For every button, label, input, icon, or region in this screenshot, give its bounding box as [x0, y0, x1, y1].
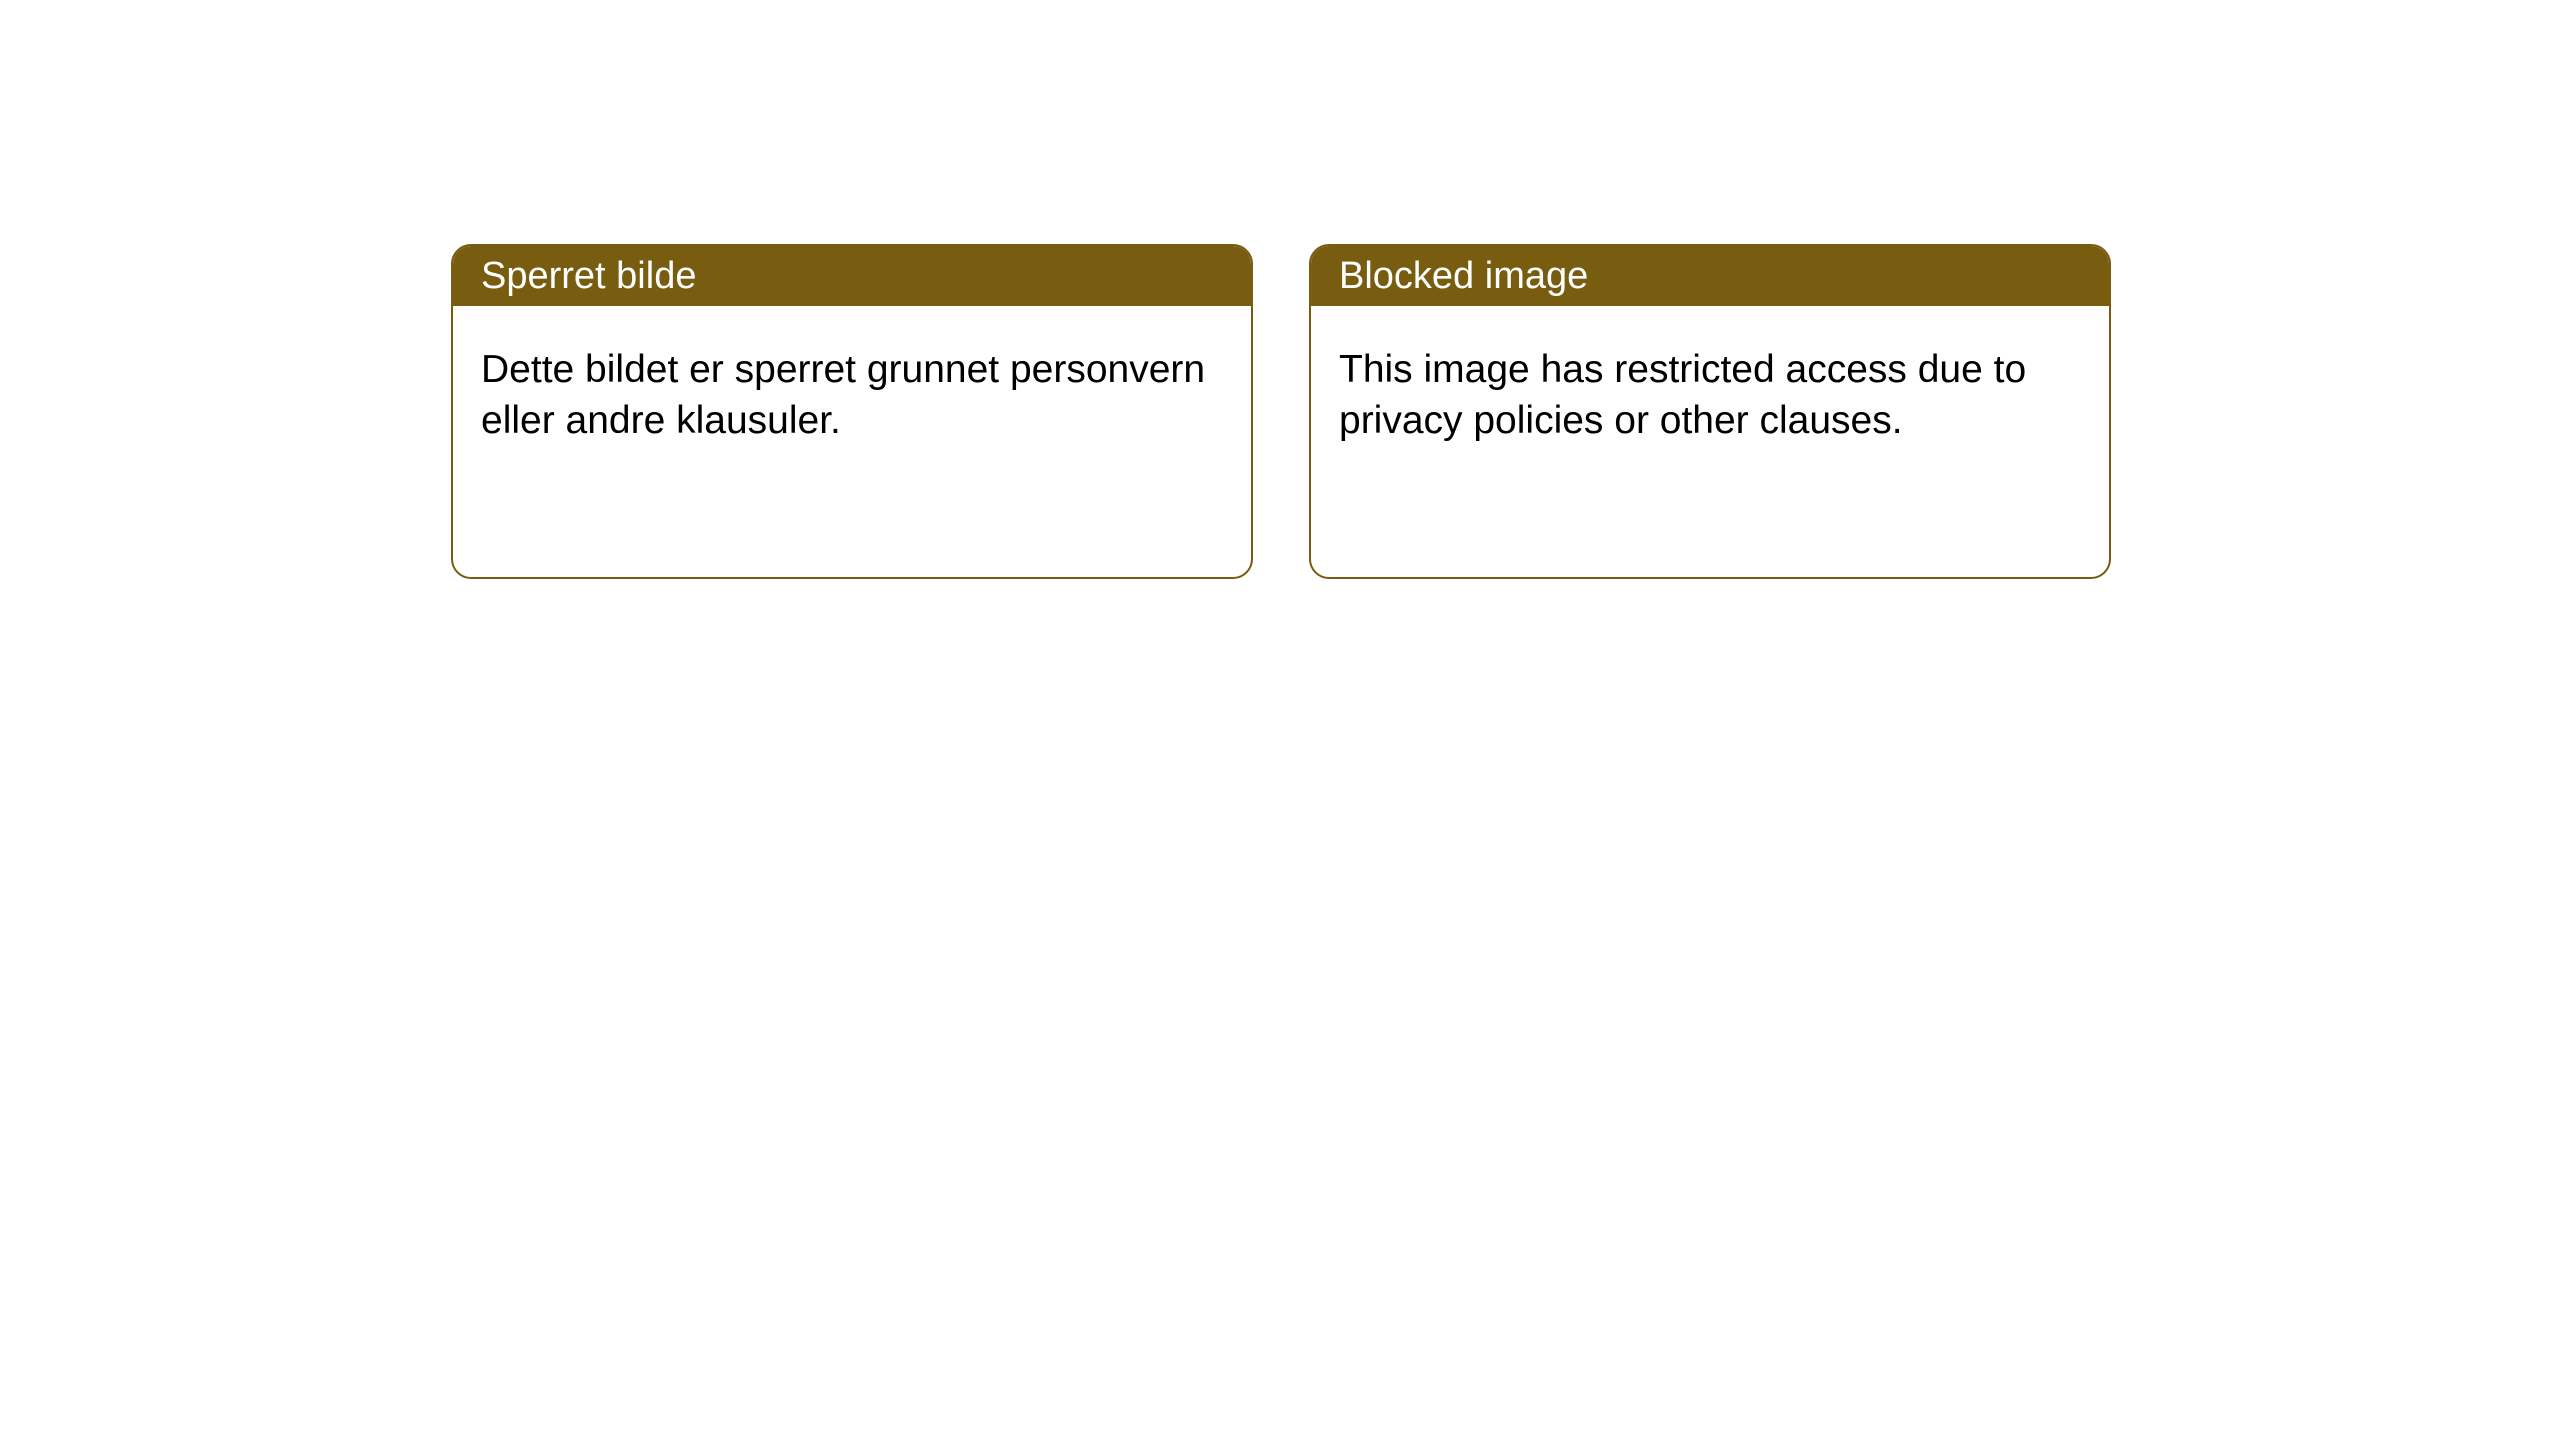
- card-title: Blocked image: [1311, 246, 2109, 306]
- notice-cards-container: Sperret bilde Dette bildet er sperret gr…: [451, 244, 2560, 579]
- card-title: Sperret bilde: [453, 246, 1251, 306]
- notice-card-english: Blocked image This image has restricted …: [1309, 244, 2111, 579]
- card-body: Dette bildet er sperret grunnet personve…: [453, 306, 1251, 485]
- notice-card-norwegian: Sperret bilde Dette bildet er sperret gr…: [451, 244, 1253, 579]
- card-body: This image has restricted access due to …: [1311, 306, 2109, 485]
